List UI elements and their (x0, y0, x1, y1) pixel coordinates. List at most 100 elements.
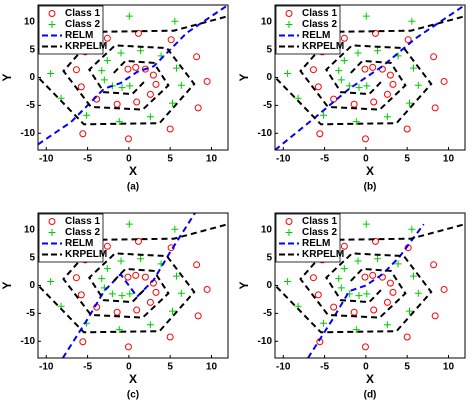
point (370, 306, 378, 314)
point (149, 71, 157, 79)
x-tick-label: -10 (276, 154, 291, 165)
y-tick-label: 10 (261, 224, 273, 235)
x-axis-label: X (366, 372, 374, 386)
point (203, 77, 211, 85)
point (314, 291, 322, 299)
y-tick-label: 0 (266, 72, 272, 83)
legend-symbol (48, 229, 56, 236)
x-tick-label: -10 (39, 154, 54, 165)
point (330, 303, 338, 311)
plot-area (38, 5, 228, 146)
point (146, 113, 154, 121)
point (361, 273, 369, 281)
point (166, 333, 174, 341)
point (340, 242, 348, 250)
y-tick-label: 5 (29, 252, 35, 263)
point (340, 57, 348, 65)
point (371, 237, 379, 245)
point (361, 65, 369, 73)
y-tick-label: 0 (266, 280, 272, 291)
point (77, 291, 85, 299)
boundary-line (38, 5, 228, 146)
y-tick-label: 10 (24, 16, 36, 27)
point (108, 290, 116, 298)
legend-label: Class 1 (65, 8, 100, 19)
point (337, 284, 345, 292)
point (309, 66, 317, 74)
x-axis-label: X (129, 164, 137, 178)
point (284, 278, 292, 286)
point (414, 81, 422, 89)
point (361, 343, 369, 351)
x-tick-label: 5 (404, 362, 410, 373)
point (124, 343, 132, 351)
point (335, 275, 343, 283)
point (103, 34, 111, 42)
point (414, 289, 422, 297)
point (134, 237, 142, 245)
boundary-line (38, 15, 228, 126)
y-axis-label: Y (237, 73, 251, 81)
point (146, 321, 154, 329)
legend-label: KRPELM (65, 41, 107, 52)
point (133, 98, 141, 106)
point (113, 100, 121, 108)
point (171, 17, 179, 25)
point (335, 67, 343, 75)
x-tick-label: 5 (167, 154, 173, 165)
point (430, 261, 438, 269)
legend-label: Class 2 (302, 227, 337, 238)
point (352, 326, 360, 334)
point (284, 70, 292, 78)
point (117, 257, 125, 265)
plot-area (275, 220, 465, 358)
point (103, 57, 111, 65)
point (354, 257, 362, 265)
boundary-line (275, 223, 465, 334)
point (193, 53, 201, 61)
point (345, 82, 353, 90)
point (350, 308, 358, 316)
point (141, 273, 149, 281)
point (389, 80, 397, 88)
legend-label: RELM (65, 238, 93, 249)
y-tick-label: -5 (263, 100, 272, 111)
point (118, 84, 126, 92)
point (146, 298, 154, 306)
point (77, 83, 85, 91)
legend-box (275, 213, 341, 263)
caption: (d) (364, 390, 377, 401)
point (152, 288, 160, 296)
point (408, 225, 416, 233)
legend-label: KRPELM (302, 41, 344, 52)
point (137, 47, 145, 55)
point (103, 265, 111, 273)
point (405, 307, 413, 315)
point (79, 338, 87, 346)
y-axis-label: Y (0, 281, 14, 289)
legend-symbol (285, 21, 293, 28)
point (408, 17, 416, 25)
point (430, 53, 438, 61)
x-tick-label: 5 (167, 362, 173, 373)
x-tick-label: 10 (206, 154, 218, 165)
caption: (b) (364, 182, 377, 193)
point (103, 242, 111, 250)
x-tick-label: 10 (206, 362, 218, 373)
y-tick-label: -10 (258, 128, 273, 139)
point (125, 220, 133, 228)
boundary-line (275, 5, 465, 150)
point (374, 255, 382, 263)
point (350, 100, 358, 108)
point (177, 81, 185, 89)
point (98, 275, 106, 283)
legend-symbol (285, 10, 293, 17)
point (100, 76, 108, 84)
legend-label: RELM (302, 30, 330, 41)
y-tick-label: -5 (26, 100, 35, 111)
point (383, 90, 391, 98)
legend-label: Class 1 (65, 216, 100, 227)
point (362, 220, 370, 228)
legend-symbol (48, 21, 56, 28)
point (152, 80, 160, 88)
